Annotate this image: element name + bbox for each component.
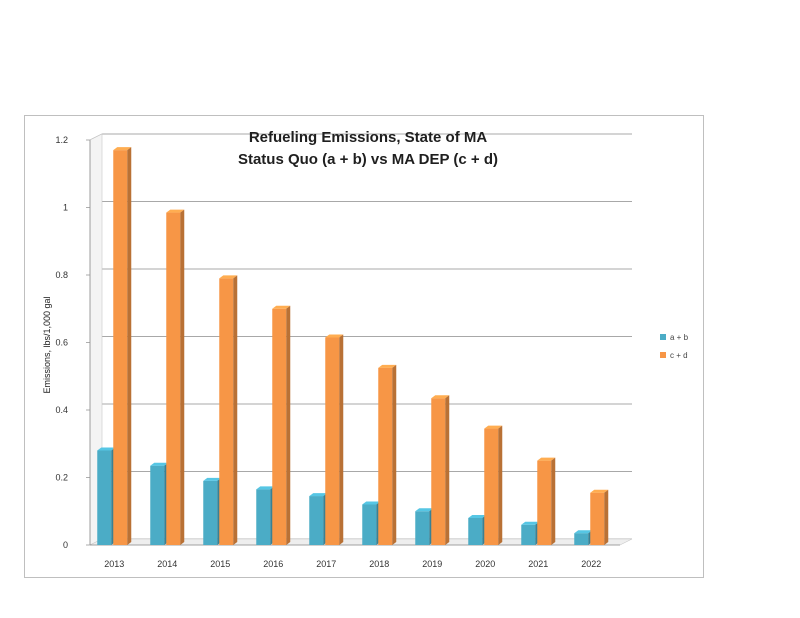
bar-side	[604, 489, 609, 545]
bar	[166, 209, 185, 545]
bars	[97, 147, 609, 545]
bar-side	[286, 305, 291, 545]
y-tick-label: 1	[63, 203, 68, 213]
bar-side	[339, 334, 344, 545]
bar	[537, 457, 556, 545]
bar	[378, 364, 397, 545]
bar-front	[150, 465, 165, 545]
bar	[484, 425, 503, 545]
y-tick-label: 0	[63, 540, 68, 550]
bar-front	[113, 150, 128, 545]
bar-top	[468, 515, 487, 518]
bar	[468, 515, 487, 545]
legend-swatch	[660, 334, 666, 340]
bar-front	[590, 492, 605, 545]
bar	[256, 486, 275, 545]
bar-top	[574, 530, 593, 534]
bar	[574, 530, 593, 545]
gridline	[89, 201, 632, 208]
bar-top	[325, 334, 344, 338]
bar-side	[233, 275, 238, 545]
y-tick-label: 0.4	[55, 405, 68, 415]
legend: a + b c + d	[660, 333, 689, 360]
bar	[309, 493, 328, 545]
bar-top	[272, 305, 291, 309]
bar-top	[537, 457, 556, 461]
bar-front	[378, 367, 393, 545]
bar-front	[219, 278, 234, 545]
bar-front	[272, 308, 287, 545]
bar-side	[551, 457, 556, 545]
x-tick-label: 2016	[263, 559, 283, 569]
bar-top	[484, 425, 503, 429]
bar-front	[415, 511, 430, 545]
bar	[431, 395, 450, 545]
bar-side	[445, 395, 450, 545]
legend-swatch	[660, 352, 666, 358]
x-tick-label: 2021	[528, 559, 548, 569]
y-axis-label: Emissions, lbs/1,000 gal	[42, 296, 52, 393]
bar	[272, 305, 291, 545]
x-tick-label: 2015	[210, 559, 230, 569]
bar	[150, 462, 169, 545]
chart-title-line-1: Refueling Emissions, State of MA	[249, 129, 488, 146]
y-tick-label: 0.6	[55, 338, 68, 348]
bar-front	[166, 212, 181, 545]
y-tick-label: 0.2	[55, 473, 68, 483]
bar-top	[203, 477, 222, 481]
bar-top	[521, 521, 540, 525]
bar-side	[127, 147, 132, 545]
bar-front	[309, 496, 324, 545]
bar-top	[166, 209, 185, 213]
bar-front	[97, 450, 112, 545]
bar-side	[392, 364, 397, 545]
bar-top	[431, 395, 450, 399]
bar-side	[180, 209, 185, 545]
bar-top	[378, 364, 397, 368]
bar-top	[309, 493, 328, 497]
bar	[521, 521, 540, 545]
bar	[219, 275, 238, 545]
bar-top	[256, 486, 275, 490]
bar-front	[362, 504, 377, 545]
bar	[415, 508, 434, 545]
x-tick-label: 2014	[157, 559, 177, 569]
bar-front	[537, 460, 552, 545]
x-tick-label: 2022	[581, 559, 601, 569]
bar-front	[521, 524, 536, 545]
bar	[203, 477, 222, 545]
bar-front	[203, 480, 218, 545]
bar	[325, 334, 344, 545]
x-tick-label: 2013	[104, 559, 124, 569]
chart-title-line-2: Status Quo (a + b) vs MA DEP (c + d)	[238, 151, 498, 168]
bar-top	[113, 147, 132, 151]
bar	[362, 501, 381, 545]
x-tick-label: 2018	[369, 559, 389, 569]
bar-top	[362, 501, 381, 505]
x-tick-label: 2019	[422, 559, 442, 569]
bar-top	[150, 462, 169, 466]
bar-front	[256, 489, 271, 545]
bar	[113, 147, 132, 545]
bar-top	[415, 508, 434, 512]
tick-labels: 0 0.2 0.4 0.6 0.8 1 1.2 2013 2014 2015 2016 2017 201…	[55, 135, 601, 569]
y-tick-label: 0.8	[55, 270, 68, 280]
bar-front	[431, 398, 446, 545]
bar-side	[498, 425, 503, 545]
bar-top	[590, 489, 609, 493]
x-tick-label: 2020	[475, 559, 495, 569]
bar-front	[574, 533, 589, 545]
bar-front	[325, 337, 340, 545]
legend-label: a + b	[670, 333, 689, 342]
bar	[590, 489, 609, 545]
x-tick-label: 2017	[316, 559, 336, 569]
bar-top	[97, 447, 116, 451]
bar-front	[468, 518, 483, 545]
legend-label: c + d	[670, 351, 688, 360]
bar-front	[484, 428, 499, 545]
bar	[97, 447, 116, 545]
bar-top	[219, 275, 238, 279]
y-tick-label: 1.2	[55, 135, 68, 145]
